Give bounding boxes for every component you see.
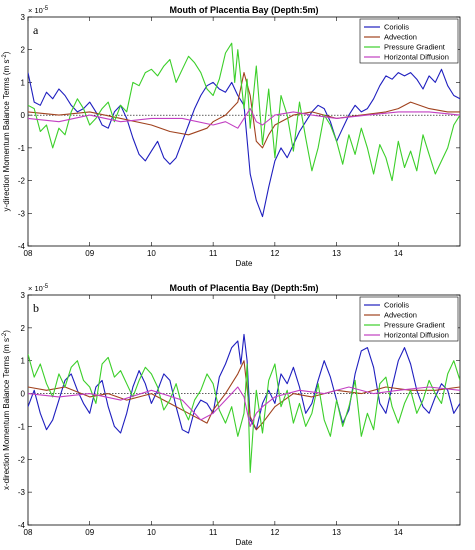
y-tick-label: -4 — [18, 521, 26, 530]
series-line-pressure-gradient — [28, 42, 460, 182]
y-tick-label: -3 — [18, 209, 26, 218]
series-line-advection — [28, 72, 460, 149]
y-axis-label-close: ) — [2, 330, 11, 333]
axis-exponent-base: × 10 — [28, 6, 43, 15]
axis-exponent-power: -5 — [43, 6, 49, 12]
x-tick-label: 13 — [332, 249, 341, 258]
y-axis-label-sup: -2 — [2, 54, 8, 60]
y-tick-label: -1 — [18, 144, 26, 153]
y-axis-label: x-direction Momentum Balance Terms (m s-… — [2, 330, 11, 490]
x-axis-label: Date — [236, 538, 253, 547]
legend-label-pressure-gradient: Pressure Gradient — [384, 43, 446, 52]
x-tick-label: 14 — [394, 528, 403, 537]
legend-label-horizontal-diffusion: Horizontal Diffusion — [384, 331, 449, 340]
legend-label-horizontal-diffusion: Horizontal Diffusion — [384, 53, 449, 62]
y-axis-label-sup: -2 — [2, 332, 8, 338]
y-tick-label: 1 — [21, 357, 26, 366]
series-line-advection — [28, 360, 460, 431]
series-line-coriolis — [28, 68, 460, 218]
chart-panel-a: Mouth of Placentia Bay (Depth:5m) × 10-5 a… — [2, 5, 461, 268]
legend-box — [359, 18, 459, 64]
plot-frame — [27, 16, 461, 247]
series-group — [28, 42, 460, 218]
legend-label-pressure-gradient: Pressure Gradient — [384, 321, 446, 330]
y-tick-label: 3 — [21, 13, 26, 22]
series-line-coriolis — [28, 333, 460, 434]
y-tick-label: -4 — [18, 242, 26, 251]
chart-title: Mouth of Placentia Bay (Depth:5m) — [169, 283, 318, 293]
y-tick-label: -2 — [18, 177, 26, 186]
panel-label: a — [33, 23, 39, 37]
y-tick-label: 0 — [21, 390, 26, 399]
series-group — [28, 333, 460, 473]
y-tick-label: 2 — [21, 46, 26, 55]
chart-panel-b: Mouth of Placentia Bay (Depth:5m) × 10-5 b… — [2, 283, 461, 547]
x-tick-label: 11 — [209, 249, 218, 258]
legend-label-advection: Advection — [384, 311, 417, 320]
legend-label-advection: Advection — [384, 33, 417, 42]
y-tick-label: -2 — [18, 455, 26, 464]
x-tick-label: 12 — [270, 528, 279, 537]
x-tick-label: 12 — [270, 249, 279, 258]
legend-label-coriolis: Coriolis — [384, 23, 409, 32]
legend-label-coriolis: Coriolis — [384, 301, 409, 310]
x-tick-label: 09 — [85, 528, 94, 537]
x-axis-label: Date — [236, 259, 253, 268]
y-axis-label-close: ) — [2, 51, 11, 54]
x-tick-label: 11 — [209, 528, 218, 537]
y-axis-label-main: x-direction Momentum Balance Terms (m s — [2, 338, 11, 490]
panel-label: b — [33, 301, 39, 315]
y-axis-label: y-direction Momentum Balance Terms (m s-… — [2, 51, 11, 211]
y-tick-label: 2 — [21, 324, 26, 333]
axis-exponent-power: -5 — [43, 284, 49, 290]
plot-frame — [27, 294, 461, 526]
y-tick-label: 1 — [21, 78, 26, 87]
x-tick-label: 09 — [85, 249, 94, 258]
axis-exponent: × 10-5 — [28, 284, 49, 293]
x-tick-label: 13 — [332, 528, 341, 537]
x-tick-label: 10 — [147, 249, 156, 258]
chart-title: Mouth of Placentia Bay (Depth:5m) — [169, 5, 318, 15]
y-tick-label: -3 — [18, 488, 26, 497]
legend-box — [359, 296, 459, 342]
series-line-horizontal-diffusion — [28, 386, 460, 427]
y-tick-label: -1 — [18, 422, 26, 431]
x-tick-label: 14 — [394, 249, 403, 258]
series-line-horizontal-diffusion — [28, 108, 460, 129]
series-line-pressure-gradient — [28, 353, 460, 473]
axis-exponent: × 10-5 — [28, 6, 49, 15]
y-tick-label: 3 — [21, 291, 26, 300]
x-tick-label: 08 — [24, 528, 33, 537]
x-tick-label: 10 — [147, 528, 156, 537]
y-tick-label: 0 — [21, 111, 26, 120]
y-axis-label-main: y-direction Momentum Balance Terms (m s — [2, 60, 11, 212]
axis-exponent-base: × 10 — [28, 284, 43, 293]
x-tick-label: 08 — [24, 249, 33, 258]
